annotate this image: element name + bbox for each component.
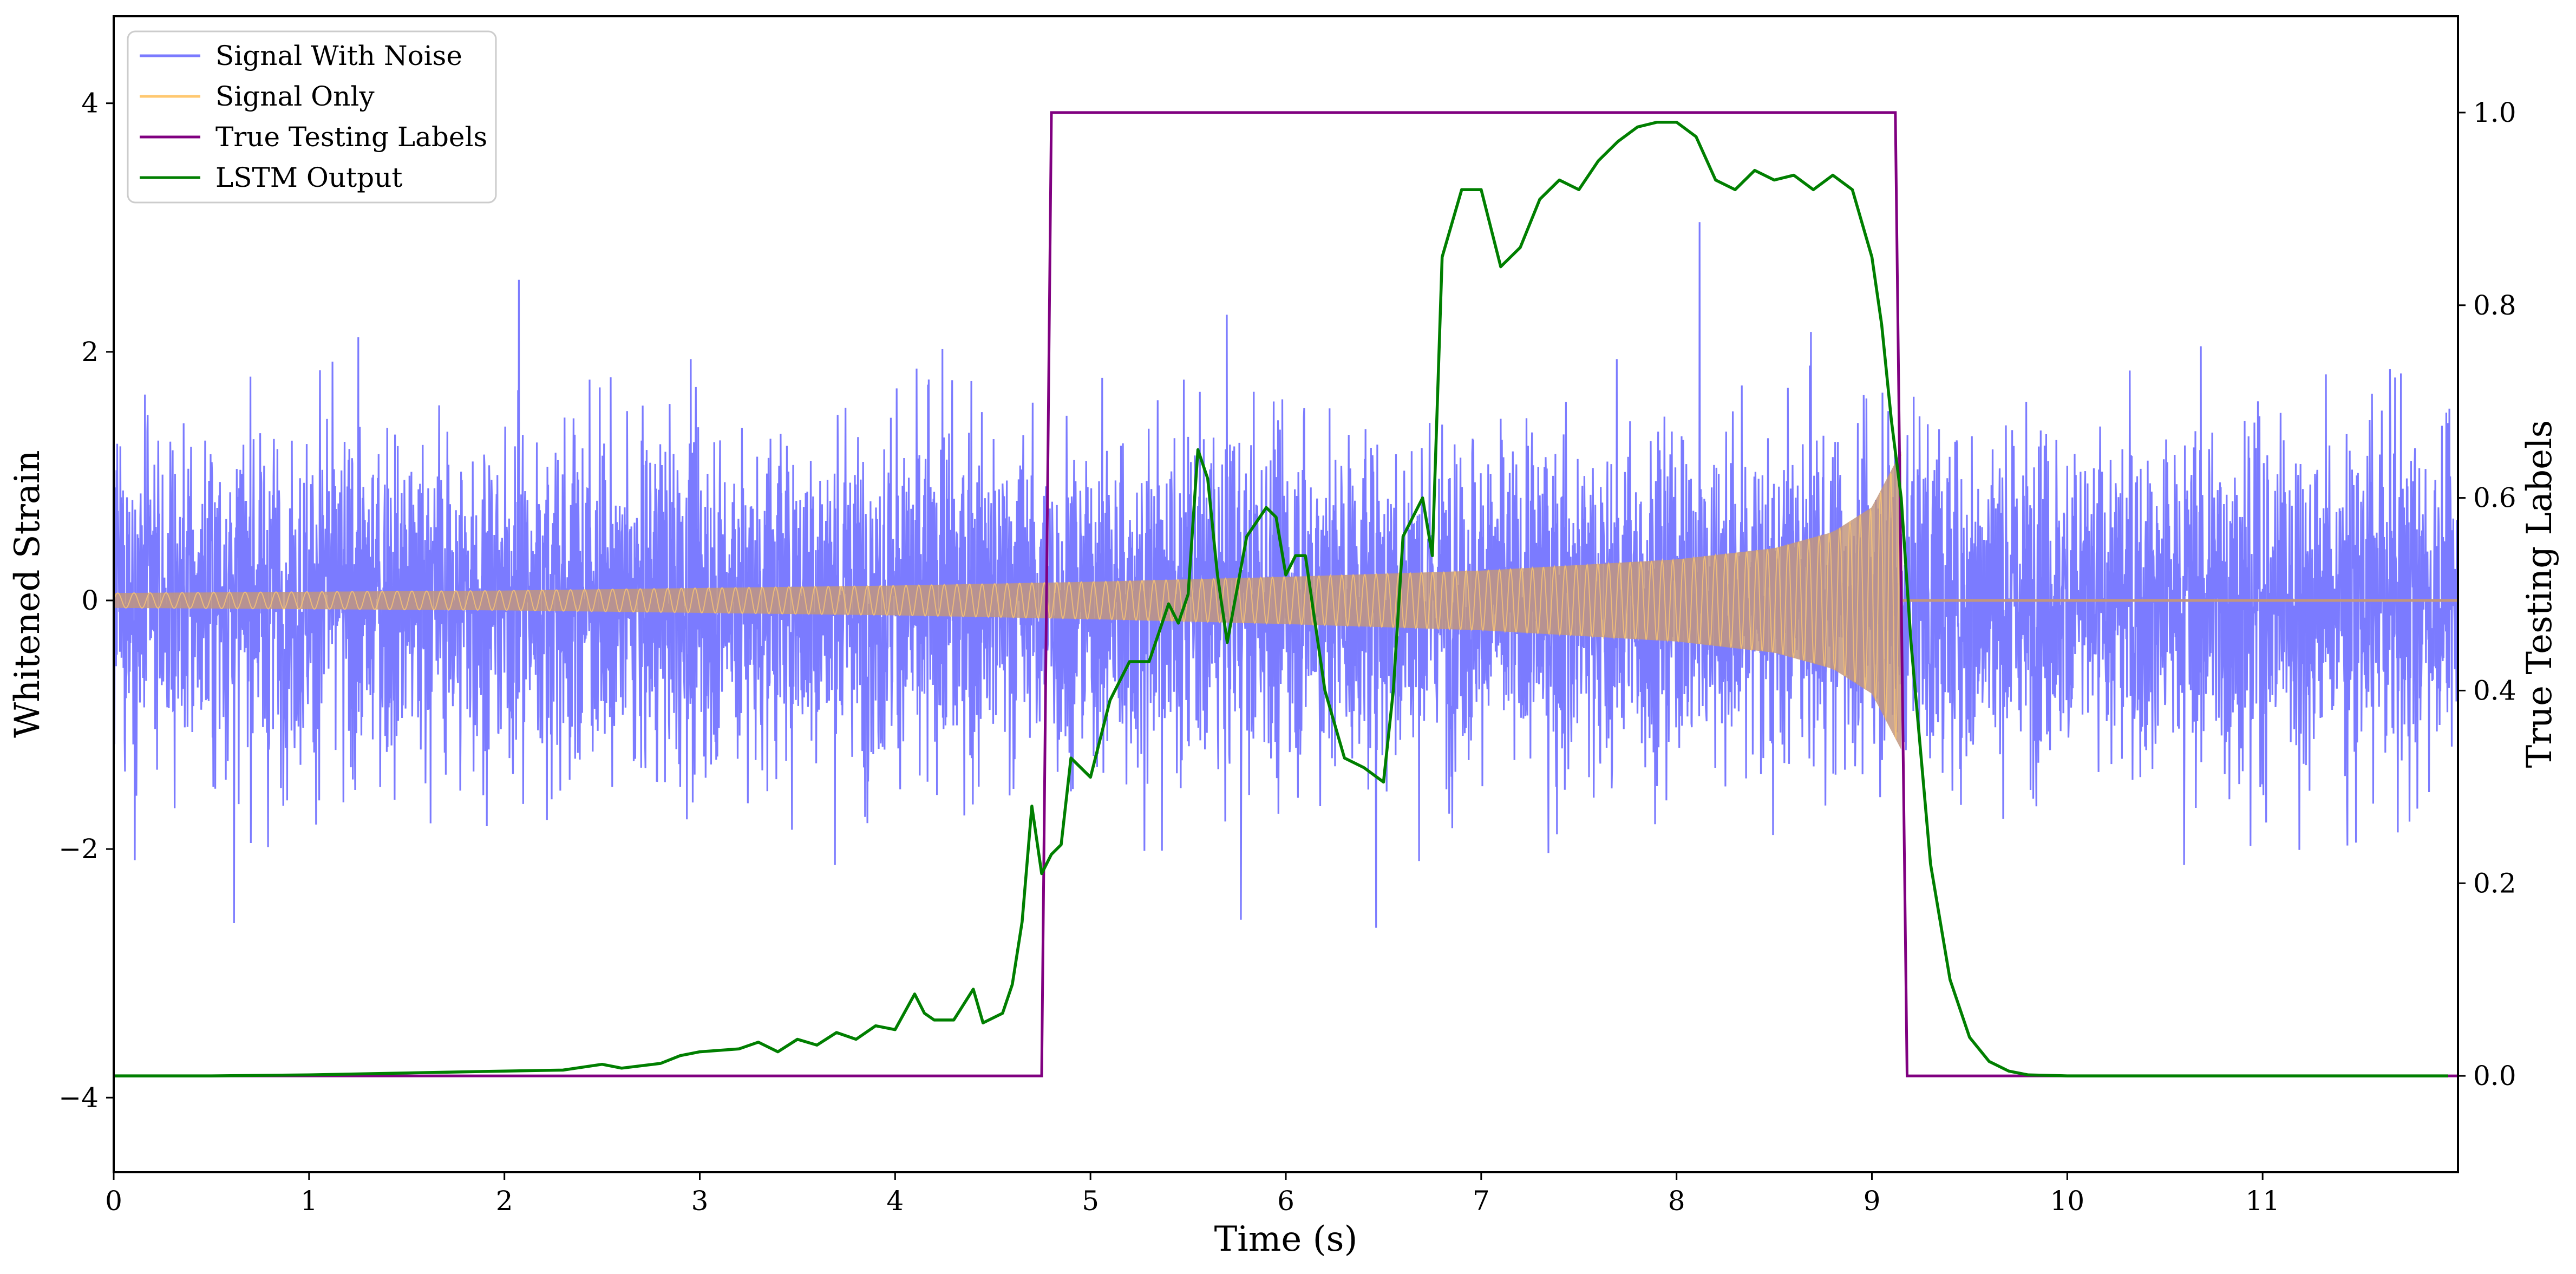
- y-axis-label-left: Whitened Strain: [8, 450, 48, 737]
- x-axis-label: Time (s): [1214, 1219, 1358, 1259]
- y-tick-label-left: 2: [81, 336, 99, 368]
- x-tick-label: 3: [691, 1185, 709, 1217]
- y-tick-label-left: −2: [58, 833, 99, 865]
- x-tick-label: 6: [1277, 1185, 1294, 1217]
- y-tick-label-left: 0: [81, 585, 99, 616]
- x-tick-label: 5: [1082, 1185, 1099, 1217]
- x-tick-label: 10: [2050, 1185, 2085, 1217]
- legend-label-labels: True Testing Labels: [215, 121, 487, 153]
- y-tick-label-left: 4: [81, 88, 99, 119]
- noise-line: [114, 222, 2458, 928]
- signal-envelope: [114, 451, 1901, 750]
- y-tick-label-right: 0.2: [2473, 867, 2516, 899]
- y-tick-label-right: 0.6: [2473, 482, 2516, 514]
- series-signal-only: [114, 451, 2458, 750]
- x-tick-label: 2: [496, 1185, 513, 1217]
- axis-ticks: 0 1 2 3 4 5 6 7 8 9 10 11 −4 −2 0 2 4 0.0 0.2 0.4 0.6 0.8 1.0: [58, 88, 2516, 1217]
- x-tick-label: 1: [300, 1185, 318, 1217]
- series-lstm-output: [114, 120, 2448, 1077]
- x-tick-label: 11: [2245, 1185, 2280, 1217]
- y-tick-label-right: 1.0: [2473, 97, 2516, 128]
- legend-label-lstm: LSTM Output: [215, 162, 402, 193]
- y-tick-label-right: 0.0: [2473, 1060, 2516, 1092]
- x-tick-label: 7: [1473, 1185, 1490, 1217]
- x-tick-label: 8: [1668, 1185, 1685, 1217]
- y-tick-label-right: 0.8: [2473, 290, 2516, 321]
- lstm-line: [114, 120, 2448, 1077]
- legend-label-signal: Signal Only: [215, 81, 375, 112]
- y-axis-label-right: True Testing Labels: [2520, 420, 2560, 768]
- y-tick-label-right: 0.4: [2473, 675, 2516, 706]
- series-true-testing-labels: [114, 111, 2458, 1077]
- legend: Signal With Noise Signal Only True Testi…: [127, 30, 497, 204]
- x-tick-label: 9: [1864, 1185, 1881, 1217]
- labels-line: [114, 111, 2458, 1077]
- legend-label-noise: Signal With Noise: [215, 40, 462, 71]
- x-tick-label: 4: [886, 1185, 904, 1217]
- x-tick-label: 0: [105, 1185, 122, 1217]
- y-tick-label-left: −4: [58, 1082, 99, 1113]
- legend-box: [127, 30, 497, 204]
- signal-oscillation: [114, 453, 1902, 740]
- series-signal-with-noise: [114, 222, 2458, 928]
